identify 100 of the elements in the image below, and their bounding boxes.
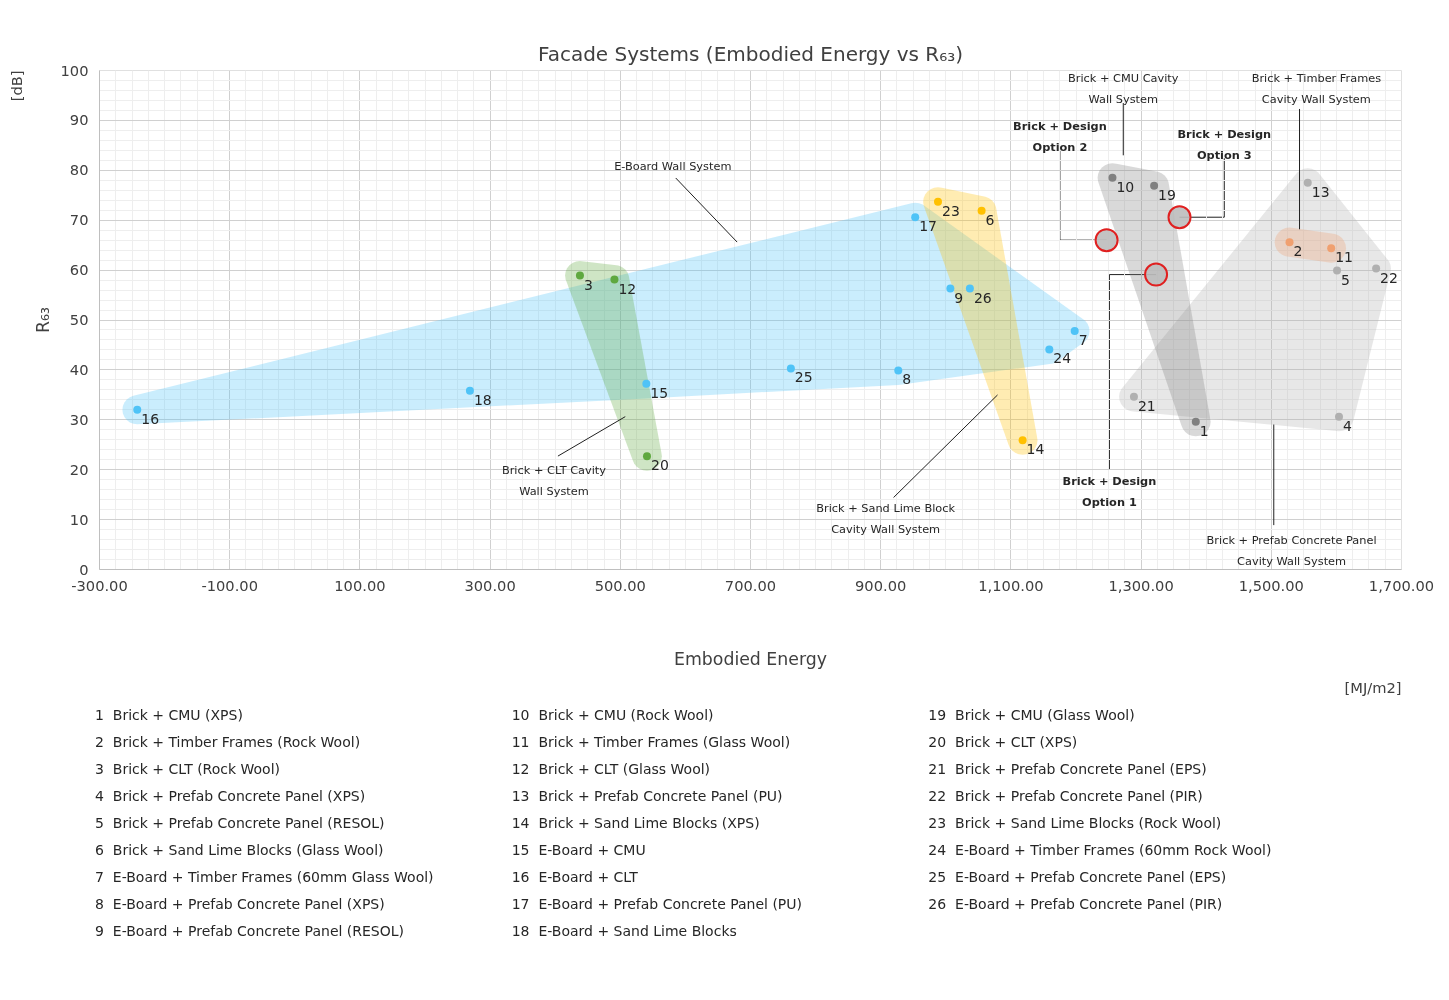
annotation: 20: [650, 457, 669, 474]
annotation: 10: [1116, 178, 1135, 195]
text: 25 E-Board + Prefab Concrete Panel (EPS): [928, 868, 1228, 887]
y-tick-label: 100: [60, 61, 89, 79]
point: [1335, 412, 1343, 421]
annotation: Brick + Sand Lime Block Cavity Wall System: [816, 501, 956, 537]
text: 12 Brick + CLT (Glass Wool): [511, 760, 712, 779]
y-tick-label: 60: [69, 261, 89, 279]
text: 21 Brick + Prefab Concrete Panel (EPS): [928, 760, 1208, 779]
point: [1327, 244, 1336, 253]
annotation: 15: [650, 384, 669, 401]
y-axis-title: R₆₃: [32, 306, 53, 333]
point: [911, 213, 920, 222]
text: 6 Brick + Sand Lime Blocks (Glass Wool): [95, 841, 385, 860]
text: [MJ/m2]: [1344, 678, 1402, 696]
annotation: 11: [1335, 249, 1354, 266]
y-tick-label: 50: [69, 311, 89, 328]
x-tick-label: 300.00: [464, 576, 516, 594]
point: [610, 275, 619, 284]
y-tick-label: 30: [69, 410, 89, 428]
annotation: 13: [1311, 183, 1330, 200]
x-tick-label: 1,500.00: [1238, 576, 1304, 594]
point: [1333, 266, 1342, 275]
x-tick-label: 900.00: [855, 576, 907, 594]
y-tick-label: 0: [79, 560, 89, 578]
annotation: 18: [473, 391, 492, 408]
annotation: 17: [919, 218, 938, 235]
text: 4 Brick + Prefab Concrete Panel (XPS): [95, 787, 367, 806]
text: [dB]: [7, 70, 25, 102]
annotation: 22: [1380, 269, 1398, 286]
annotation: 2: [1293, 243, 1303, 260]
y-tick-label: 20: [69, 460, 89, 478]
annotation: 7: [1078, 331, 1088, 348]
point: [1285, 238, 1294, 247]
annotation: 1: [1199, 422, 1209, 439]
annotation: Brick + CLT Cavity Wall System: [501, 462, 607, 498]
text: 19 Brick + CMU (Glass Wool): [928, 706, 1136, 725]
text: 24 E-Board + Timber Frames (60mm Rock Wool): [928, 841, 1273, 860]
x-axis-title: Embodied Energy: [673, 648, 828, 669]
annotation: 16: [141, 410, 160, 427]
point: [1108, 173, 1117, 182]
point: [933, 197, 942, 206]
point: [1129, 392, 1138, 401]
annotation: Brick + Design Option 1: [1062, 473, 1157, 509]
text: 13 Brick + Prefab Concrete Panel (PU): [511, 787, 784, 806]
text: 26 E-Board + Prefab Concrete Panel (PIR): [928, 895, 1224, 914]
text: 5 Brick + Prefab Concrete Panel (RESOL): [95, 814, 386, 833]
text: 9 E-Board + Prefab Concrete Panel (RESOL): [95, 922, 406, 941]
text: 3 Brick + CLT (Rock Wool): [95, 760, 282, 779]
annotation: 4: [1343, 417, 1352, 434]
point: [642, 452, 651, 461]
annotation: 19: [1158, 186, 1176, 203]
annotation: 14: [1026, 441, 1045, 458]
point: [133, 405, 142, 414]
annotation: Brick + CMU Cavity Wall System: [1068, 71, 1179, 107]
text: 1 Brick + CMU (XPS): [95, 706, 244, 725]
x-tick-label: 1,300.00: [1108, 576, 1174, 594]
point: [786, 364, 795, 373]
annotation: Brick + Timber Frames Cavity Wall System: [1251, 71, 1382, 107]
text: 20 Brick + CLT (XPS): [928, 733, 1079, 752]
annotation: 12: [618, 280, 637, 297]
text: 10 Brick + CMU (Rock Wool): [511, 706, 715, 725]
x-tick-label: -100.00: [201, 576, 258, 594]
point: [965, 284, 974, 293]
x-tick-label: 100.00: [334, 576, 386, 594]
annotation: Brick + Design Option 3: [1177, 126, 1272, 162]
text: 14 Brick + Sand Lime Blocks (XPS): [511, 814, 761, 833]
point: [1018, 436, 1027, 445]
point: [894, 366, 903, 375]
text: 7 E-Board + Timber Frames (60mm Glass Wool): [95, 868, 435, 887]
y-tick-label: 10: [69, 510, 89, 528]
point: [1150, 181, 1159, 190]
point: [1045, 345, 1054, 354]
y-tick-label: 80: [69, 161, 89, 179]
annotation: 24: [1053, 350, 1072, 367]
x-tick-label: 500.00: [594, 576, 646, 594]
text: 23 Brick + Sand Lime Blocks (Rock Wool): [928, 814, 1223, 833]
x-tick-label: 1,700.00: [1368, 576, 1435, 594]
point: [1372, 264, 1381, 273]
x-tick-label: 1,100.00: [978, 576, 1044, 594]
annotation: 5: [1341, 271, 1350, 288]
annotation: 25: [794, 369, 813, 386]
point: [465, 386, 474, 395]
chart-title: Facade Systems (Embodied Energy vs R₆₃): [537, 41, 964, 66]
annotation: Brick + Design Option 2: [1013, 118, 1107, 154]
x-tick-label: -300.00: [71, 576, 128, 594]
point: [1191, 417, 1200, 426]
point: [946, 284, 955, 293]
annotation: 21: [1137, 397, 1156, 414]
text: 22 Brick + Prefab Concrete Panel (PIR): [928, 787, 1204, 806]
annotation: 3: [583, 276, 593, 293]
y-tick-label: 70: [69, 211, 89, 229]
text: 8 E-Board + Prefab Concrete Panel (XPS): [95, 895, 386, 914]
annotation: 26: [973, 289, 992, 306]
annotation: E-Board Wall System: [614, 159, 732, 174]
y-tick-label: 40: [69, 360, 89, 378]
y-tick-label: 90: [69, 111, 89, 129]
annotation: 23: [941, 202, 960, 219]
point: [1303, 178, 1312, 187]
text: 15 E-Board + CMU: [511, 841, 647, 860]
